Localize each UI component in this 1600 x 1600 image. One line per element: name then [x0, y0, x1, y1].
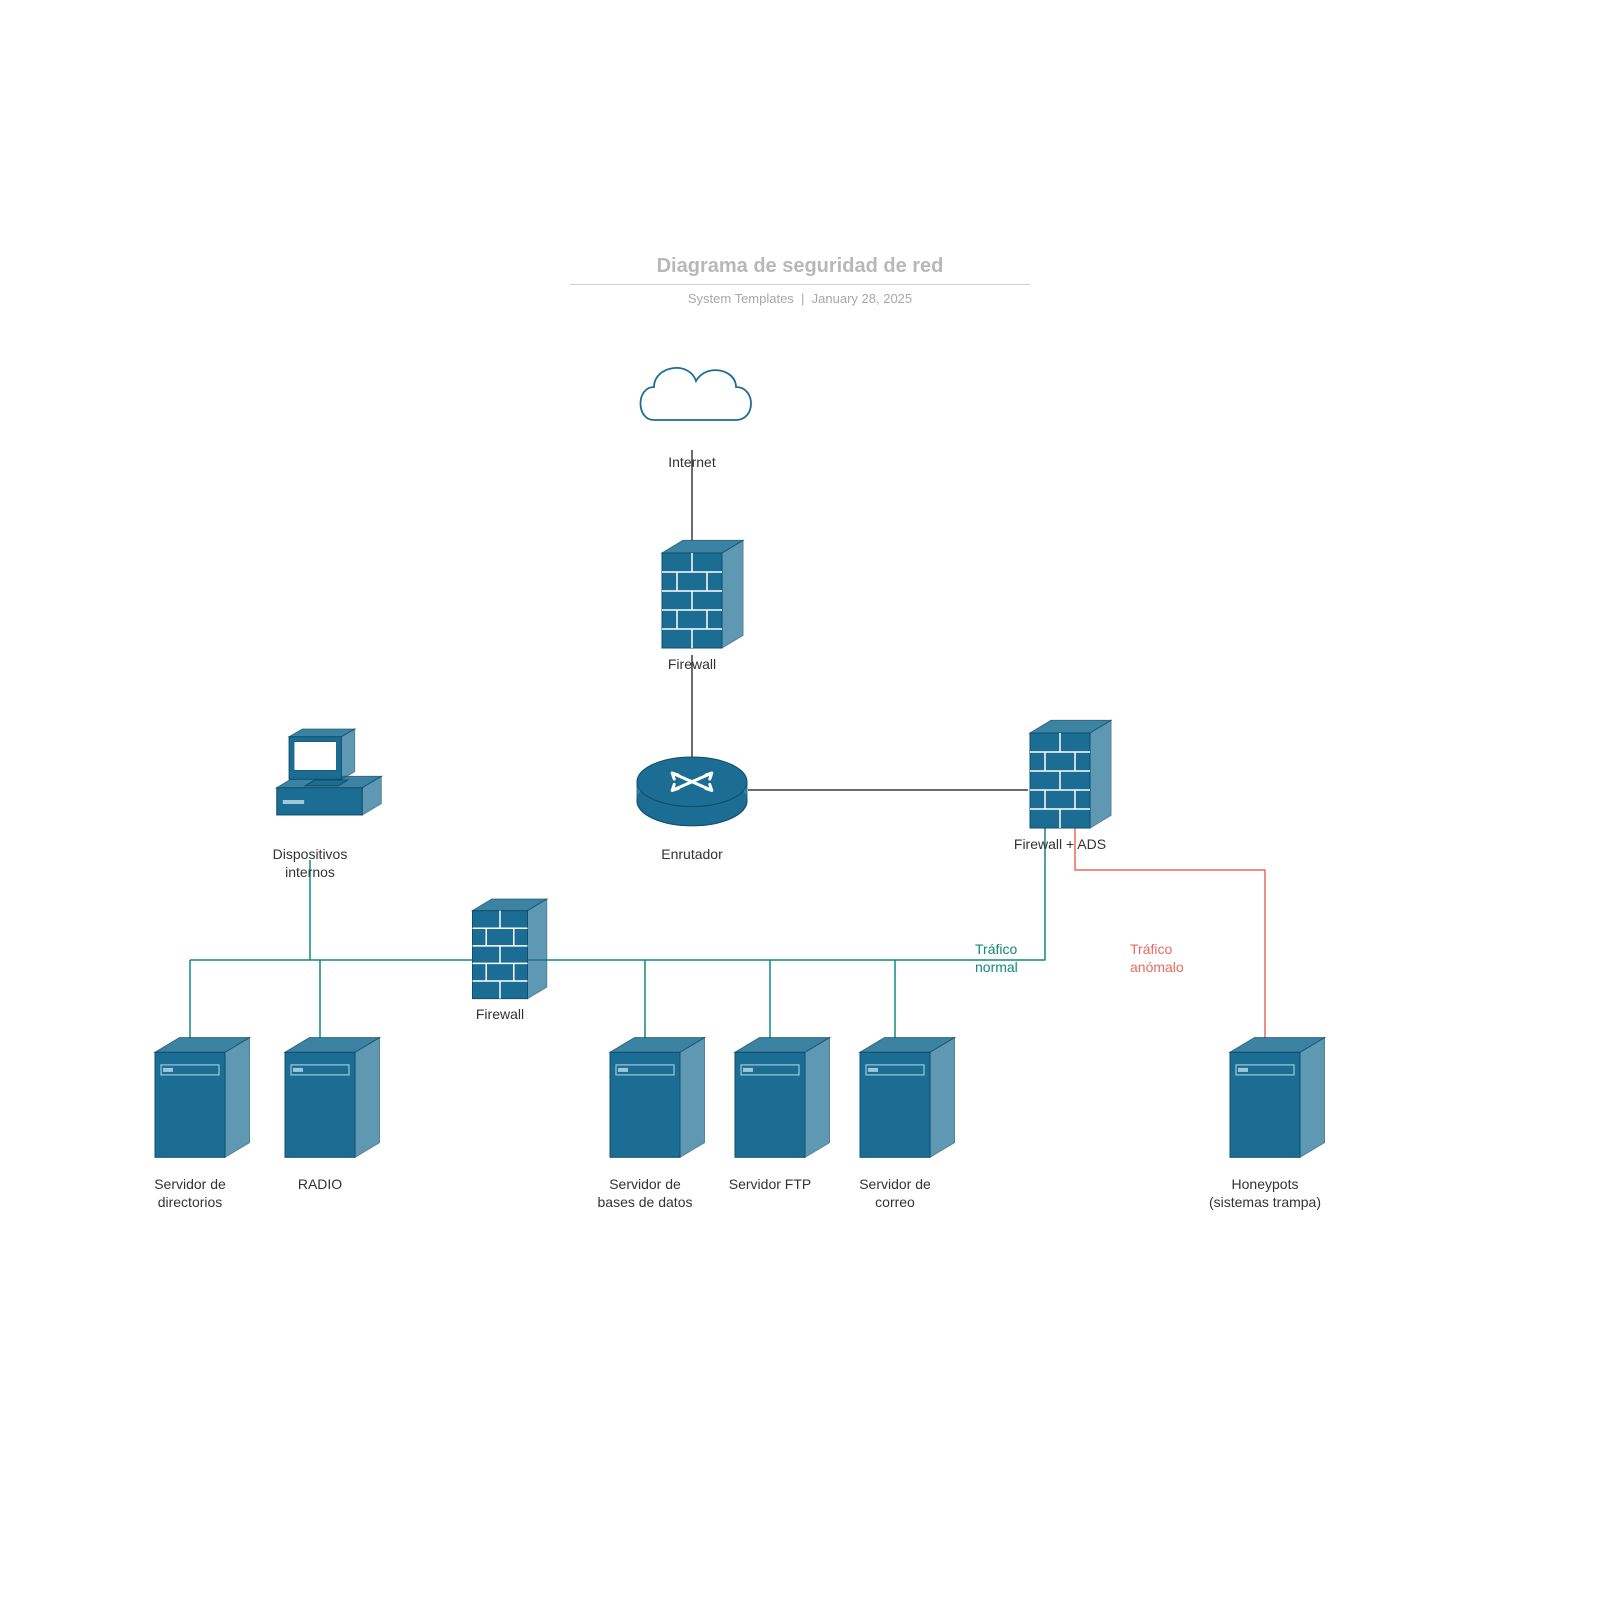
node-label-srv_ftp: Servidor FTP [729, 1175, 811, 1193]
node-label-fw_ads: Firewall + ADS [1014, 835, 1106, 853]
node-label-router: Enrutador [661, 845, 722, 863]
node-label-fw2: Firewall [476, 1005, 524, 1023]
header-divider [570, 284, 1030, 285]
node-label-srv_dir: Servidor de directorios [154, 1175, 226, 1211]
node-label-srv_db: Servidor de bases de datos [598, 1175, 693, 1211]
node-label-pc: Dispositivos internos [273, 845, 348, 881]
diagram-header: Diagrama de seguridad de red System Temp… [570, 255, 1030, 306]
node-label-honeypot: Honeypots (sistemas trampa) [1209, 1175, 1321, 1211]
subtitle-sep: | [801, 291, 804, 306]
node-label-internet: Internet [668, 453, 715, 471]
subtitle-right: January 28, 2025 [812, 291, 912, 306]
edge-label: Tráfico anómalo [1130, 940, 1184, 976]
node-label-fw1: Firewall [668, 655, 716, 673]
edge-label: Tráfico normal [975, 940, 1018, 976]
diagram-title: Diagrama de seguridad de red [570, 255, 1030, 278]
subtitle-left: System Templates [688, 291, 794, 306]
node-label-srv_radio: RADIO [298, 1175, 342, 1193]
node-label-srv_mail: Servidor de correo [859, 1175, 931, 1211]
diagram-canvas [0, 0, 1600, 1600]
diagram-subtitle: System Templates | January 28, 2025 [570, 291, 1030, 306]
